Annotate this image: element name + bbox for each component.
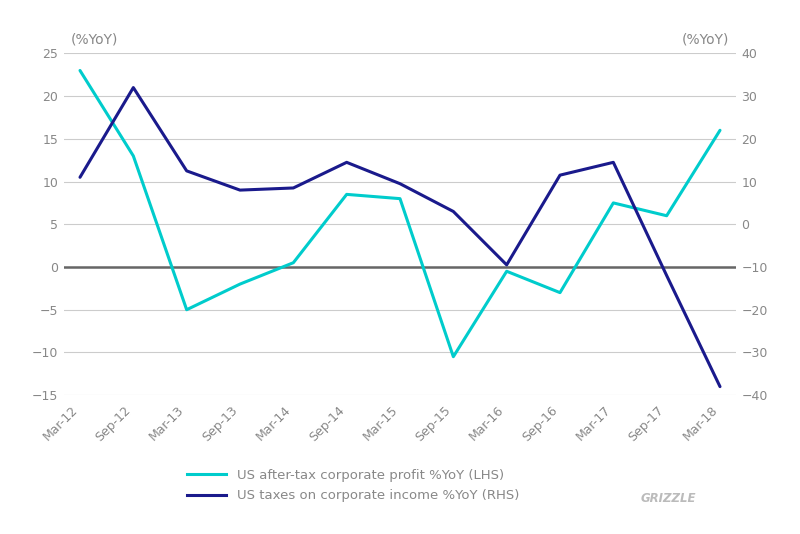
Text: (%YoY): (%YoY)	[682, 33, 730, 46]
Text: (%YoY): (%YoY)	[70, 33, 118, 46]
Text: GRIZZLE: GRIZZLE	[641, 492, 696, 505]
Legend: US after-tax corporate profit %YoY (LHS), US taxes on corporate income %YoY (RHS: US after-tax corporate profit %YoY (LHS)…	[182, 464, 525, 508]
